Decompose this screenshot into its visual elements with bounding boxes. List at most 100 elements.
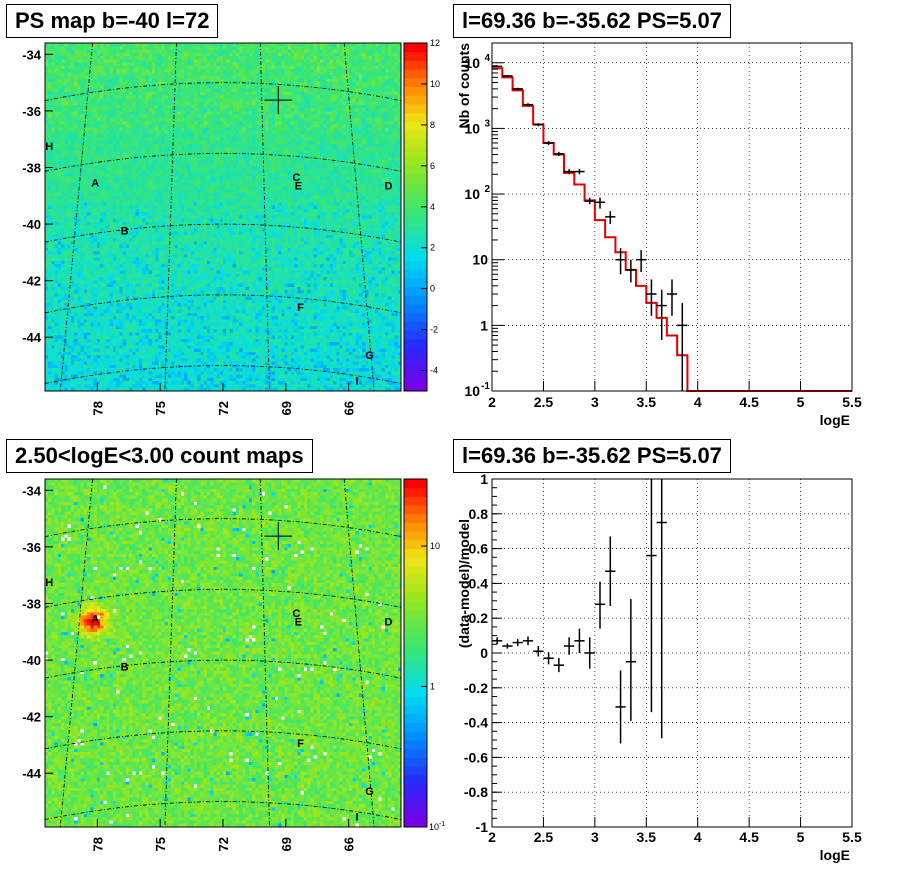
source-label-g: G <box>365 786 374 798</box>
map-x-tick-label: 78 <box>90 837 105 851</box>
map-y-tick-label: -44 <box>22 330 42 345</box>
colorbar-cell <box>404 757 427 767</box>
map-grid-longitude-line <box>59 478 93 828</box>
colorbar-cell <box>404 225 427 235</box>
spectrum-x-axis-label: logE <box>820 412 850 428</box>
colorbar-cell <box>404 286 427 296</box>
colorbar-cell <box>404 77 427 87</box>
spectrum-x-tick-label: 5 <box>797 394 805 410</box>
model-histogram-line <box>492 67 852 392</box>
map-x-tick-label: 69 <box>279 401 294 415</box>
residual-chart: 2 2.5 3 3.5 4 4.5 5 5.5 1 0.8 0.6 0.4 0.2 0 -0.2 -0.4 -0… <box>456 471 862 863</box>
colorbar-cell <box>404 121 427 131</box>
colorbar-cell <box>404 548 427 558</box>
colorbar-cell <box>404 792 427 802</box>
map-grid-latitude-line <box>44 588 402 608</box>
source-label-e: E <box>295 180 302 192</box>
residual-panel: 2 2.5 3 3.5 4 4.5 5 5.5 1 0.8 0.6 0.4 0.2 0 -0.2 -0.4 -0… <box>449 436 898 871</box>
residual-y-tick-label: -0.6 <box>464 749 488 765</box>
colorbar-tick-label: 4 <box>430 202 435 212</box>
spectrum-y-tick-exponent: 2 <box>484 184 490 195</box>
colorbar-cell <box>404 330 427 340</box>
colorbar-cell <box>404 112 427 122</box>
colorbar-cell <box>404 304 427 314</box>
colorbar-cell <box>404 513 427 523</box>
colorbar-cell <box>404 618 427 628</box>
colorbar-cell <box>404 722 427 732</box>
colorbar-tick-label: 12 <box>430 38 440 48</box>
map-x-tick-label: 72 <box>216 401 231 415</box>
count-map-title: 2.50<logE<3.00 count maps <box>6 439 313 473</box>
colorbar-cell <box>404 539 427 550</box>
map-y-tick-label: -40 <box>22 653 41 668</box>
residual-x-tick-label: 3.5 <box>637 829 657 845</box>
residual-y-tick-label: -1 <box>476 819 489 835</box>
residual-y-tick-label: 1 <box>480 471 488 487</box>
colorbar-cell <box>404 130 427 140</box>
colorbar-cell <box>404 644 427 654</box>
spectrum-x-tick-label: 4.5 <box>739 394 759 410</box>
residual-x-tick-label: 4.5 <box>739 829 759 845</box>
colorbar-cell <box>404 748 427 758</box>
map-grid-latitude-line <box>44 152 402 172</box>
source-label-d: D <box>384 180 392 192</box>
colorbar-cell <box>404 705 427 715</box>
source-label-a: A <box>91 178 99 190</box>
map-grid-latitude-line <box>44 659 402 679</box>
colorbar-cell <box>404 312 427 322</box>
colorbar-cell <box>404 574 427 584</box>
map-grid-latitude-line <box>44 801 402 820</box>
spectrum-y-tick-exponent: 3 <box>484 118 490 129</box>
map-y-tick-label: -36 <box>22 104 41 119</box>
colorbar-cell <box>404 164 427 174</box>
spectrum-x-tick-label: 2 <box>488 394 496 410</box>
spectrum-panel: 2 2.5 3 3.5 4 4.5 5 5.5 10 -1 1 10 10 2 10 3 10 4 logE Nb o… <box>449 0 898 436</box>
residual-x-axis-label: logE <box>820 847 850 863</box>
colorbar-cell <box>404 566 427 576</box>
colorbar-cell <box>404 251 427 261</box>
residual-x-tick-label: 2 <box>488 829 496 845</box>
spectrum-title: l=69.36 b=-35.62 PS=5.07 <box>453 4 731 38</box>
colorbar-cell <box>404 138 427 148</box>
colorbar-cell <box>404 269 427 279</box>
count-map-panel: 2.50<logE<3.00 count maps -34 -36 -38 -40 -4… <box>0 436 449 871</box>
colorbar-cell <box>404 156 427 166</box>
colorbar-cell <box>404 557 427 567</box>
colorbar-cell <box>404 670 427 680</box>
residual-x-tick-label: 2.5 <box>534 829 554 845</box>
colorbar-cell <box>404 347 427 357</box>
map-x-tick-label: 66 <box>342 401 357 415</box>
map-grid-longitude-line <box>59 42 93 392</box>
colorbar-tick-label-bottom: 10-1 <box>429 821 445 832</box>
residual-y-tick-label: 0 <box>480 645 488 661</box>
colorbar-cell <box>404 496 427 506</box>
colorbar-cell <box>404 356 427 366</box>
colorbar-tick-label: 6 <box>430 161 435 171</box>
map-grid-latitude-line <box>44 294 402 314</box>
colorbar-cell <box>404 783 427 793</box>
colorbar-cell <box>404 69 427 79</box>
residual-y-axis-label: (data-model)/model <box>456 519 472 648</box>
source-label-i: I <box>355 376 358 388</box>
residual-x-tick-label: 4 <box>694 829 702 845</box>
colorbar-cell <box>404 696 427 706</box>
colorbar-cell <box>404 217 427 227</box>
source-label-b: B <box>121 226 129 238</box>
colorbar-tick-label: -4 <box>430 366 438 376</box>
colorbar-cell <box>404 487 427 497</box>
map-grid-longitude-line <box>259 42 270 392</box>
map-grid-longitude-line <box>259 478 270 828</box>
map-x-tick-label: 72 <box>216 837 231 851</box>
colorbar-cell <box>404 86 427 96</box>
colorbar-cell <box>404 609 427 619</box>
map-x-tick-label: 66 <box>342 837 357 851</box>
colorbar-cell <box>404 818 427 828</box>
colorbar-frame <box>403 42 428 392</box>
map-x-tick-label: 75 <box>153 401 168 415</box>
colorbar-cell <box>404 583 427 593</box>
spectrum-y-tick-label: 10 <box>472 252 488 268</box>
map-x-tick-label: 75 <box>153 837 168 851</box>
source-label-e: E <box>295 616 302 628</box>
spectrum-y-tick-label: 10 <box>464 55 480 71</box>
